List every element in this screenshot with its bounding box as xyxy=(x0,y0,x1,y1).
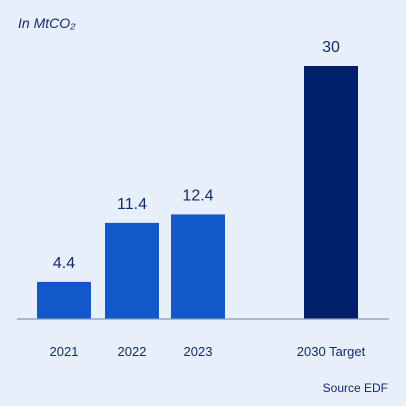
x-tick-2023: 2023 xyxy=(184,344,213,359)
source-label: Source EDF xyxy=(323,381,388,395)
bar-2030-target xyxy=(304,66,358,319)
bar-2022 xyxy=(105,222,159,319)
unit-label: In MtCO₂ xyxy=(18,15,76,31)
x-axis-ticks: 2021 2022 2023 2030 Target xyxy=(50,344,366,359)
value-label-2022: 11.4 xyxy=(117,196,147,213)
bar-2023 xyxy=(171,214,225,319)
value-label-2023: 12.4 xyxy=(182,187,213,204)
value-label-2021: 4.4 xyxy=(53,255,75,272)
value-label-2030-target: 30 xyxy=(322,39,340,56)
bars-group: 4.4 11.4 12.4 30 xyxy=(37,39,358,319)
x-tick-2030-target: 2030 Target xyxy=(297,344,366,359)
x-tick-2022: 2022 xyxy=(118,344,147,359)
bar-2021 xyxy=(37,281,91,319)
x-tick-2021: 2021 xyxy=(50,344,79,359)
